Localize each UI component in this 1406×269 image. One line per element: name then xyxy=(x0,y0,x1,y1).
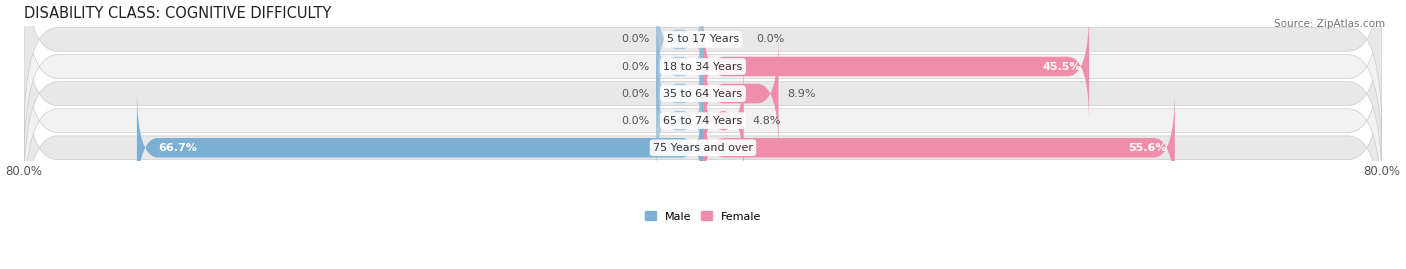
FancyBboxPatch shape xyxy=(24,24,1382,217)
Text: 0.0%: 0.0% xyxy=(756,34,785,44)
FancyBboxPatch shape xyxy=(703,9,1090,125)
FancyBboxPatch shape xyxy=(657,36,703,151)
Text: DISABILITY CLASS: COGNITIVE DIFFICULTY: DISABILITY CLASS: COGNITIVE DIFFICULTY xyxy=(24,6,332,20)
Text: 8.9%: 8.9% xyxy=(787,89,815,99)
FancyBboxPatch shape xyxy=(703,90,1175,206)
Text: 0.0%: 0.0% xyxy=(621,34,650,44)
Text: 35 to 64 Years: 35 to 64 Years xyxy=(664,89,742,99)
FancyBboxPatch shape xyxy=(703,36,779,151)
FancyBboxPatch shape xyxy=(24,0,1382,163)
Text: 18 to 34 Years: 18 to 34 Years xyxy=(664,62,742,72)
FancyBboxPatch shape xyxy=(703,63,744,179)
FancyBboxPatch shape xyxy=(24,0,1382,190)
Text: 0.0%: 0.0% xyxy=(621,62,650,72)
Text: 66.7%: 66.7% xyxy=(157,143,197,153)
Text: 0.0%: 0.0% xyxy=(621,89,650,99)
FancyBboxPatch shape xyxy=(24,0,1382,136)
FancyBboxPatch shape xyxy=(24,51,1382,244)
FancyBboxPatch shape xyxy=(136,90,703,206)
FancyBboxPatch shape xyxy=(657,0,703,97)
Text: 65 to 74 Years: 65 to 74 Years xyxy=(664,116,742,126)
Text: Source: ZipAtlas.com: Source: ZipAtlas.com xyxy=(1274,19,1385,29)
Text: 4.8%: 4.8% xyxy=(752,116,780,126)
FancyBboxPatch shape xyxy=(657,63,703,179)
Text: 75 Years and over: 75 Years and over xyxy=(652,143,754,153)
Text: 0.0%: 0.0% xyxy=(621,116,650,126)
Text: 5 to 17 Years: 5 to 17 Years xyxy=(666,34,740,44)
Text: 55.6%: 55.6% xyxy=(1128,143,1167,153)
Text: 45.5%: 45.5% xyxy=(1042,62,1081,72)
FancyBboxPatch shape xyxy=(657,9,703,125)
Legend: Male, Female: Male, Female xyxy=(641,207,765,226)
